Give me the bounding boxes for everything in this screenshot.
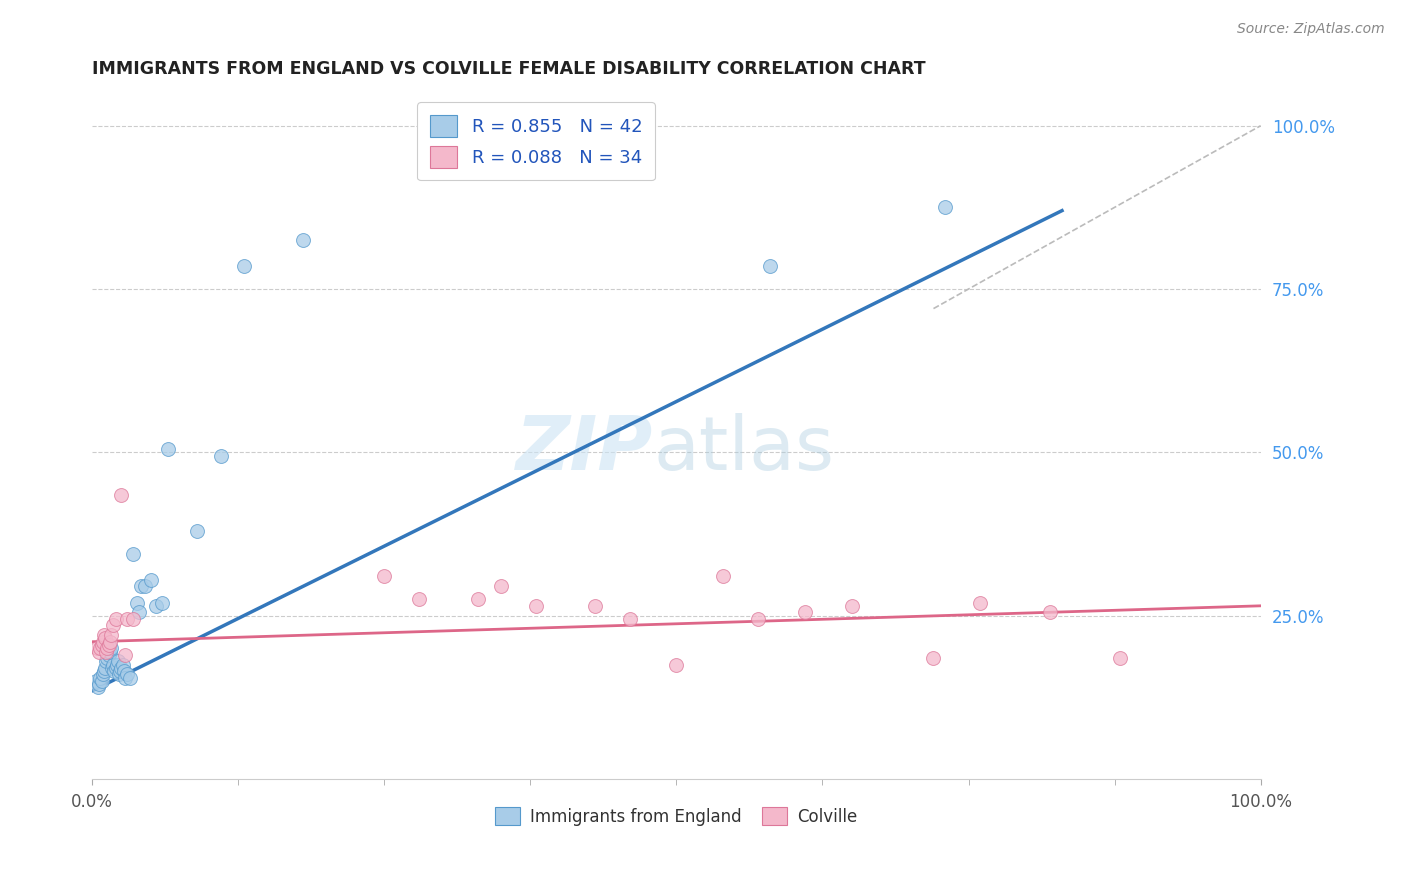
Point [489, 579, 512, 593]
Point [90, 673, 112, 688]
Point [105, 657, 128, 672]
Point [89, 677, 111, 691]
Point [86, 641, 108, 656]
Point [209, 449, 232, 463]
Point [110, 664, 132, 678]
Point [111, 657, 134, 672]
Point [619, 612, 641, 626]
Text: Source: ZipAtlas.com: Source: ZipAtlas.com [1237, 22, 1385, 37]
Point [129, 579, 152, 593]
Legend: Immigrants from England, Colville: Immigrants from England, Colville [489, 801, 865, 832]
Point [89, 671, 111, 685]
Point [794, 605, 817, 619]
Point [103, 618, 125, 632]
Point [98, 644, 121, 658]
Point [103, 664, 125, 678]
Point [150, 596, 173, 610]
Point [747, 612, 769, 626]
Point [101, 661, 124, 675]
Point [583, 599, 606, 613]
Point [1039, 605, 1062, 619]
Point [107, 654, 129, 668]
Point [139, 573, 162, 587]
Point [84, 673, 107, 688]
Point [134, 579, 156, 593]
Point [93, 628, 115, 642]
Point [467, 592, 489, 607]
Point [157, 442, 180, 456]
Point [96, 651, 118, 665]
Point [711, 569, 734, 583]
Point [186, 524, 208, 538]
Point [98, 634, 121, 648]
Point [89, 641, 111, 656]
Point [291, 233, 314, 247]
Point [122, 612, 145, 626]
Point [145, 599, 167, 613]
Point [97, 638, 120, 652]
Point [122, 547, 145, 561]
Point [408, 592, 430, 607]
Point [110, 661, 132, 675]
Point [969, 596, 991, 610]
Point [91, 634, 114, 648]
Point [759, 259, 782, 273]
Point [114, 671, 136, 685]
Point [87, 681, 110, 695]
Point [934, 200, 956, 214]
Text: ZIP: ZIP [516, 413, 652, 486]
Point [96, 654, 118, 668]
Point [115, 612, 138, 626]
Point [104, 612, 127, 626]
Point [128, 605, 150, 619]
Point [373, 569, 395, 583]
Point [94, 661, 117, 675]
Point [90, 638, 112, 652]
Point [94, 632, 117, 646]
Point [1109, 651, 1132, 665]
Point [233, 259, 256, 273]
Point [93, 664, 115, 678]
Point [97, 648, 120, 662]
Point [91, 667, 114, 681]
Point [89, 644, 111, 658]
Text: atlas: atlas [652, 413, 834, 486]
Text: IMMIGRANTS FROM ENGLAND VS COLVILLE FEMALE DISABILITY CORRELATION CHART: IMMIGRANTS FROM ENGLAND VS COLVILLE FEMA… [93, 60, 925, 78]
Point [841, 599, 863, 613]
Point [665, 657, 688, 672]
Point [108, 667, 131, 681]
Point [96, 644, 118, 658]
Point [100, 641, 122, 656]
Point [922, 651, 945, 665]
Point [524, 599, 547, 613]
Point [103, 657, 125, 672]
Point [125, 596, 148, 610]
Point [112, 664, 135, 678]
Point [104, 661, 127, 675]
Point [115, 667, 138, 681]
Point [110, 488, 132, 502]
Point [114, 648, 136, 662]
Point [118, 671, 141, 685]
Point [100, 628, 122, 642]
Point [96, 641, 118, 656]
